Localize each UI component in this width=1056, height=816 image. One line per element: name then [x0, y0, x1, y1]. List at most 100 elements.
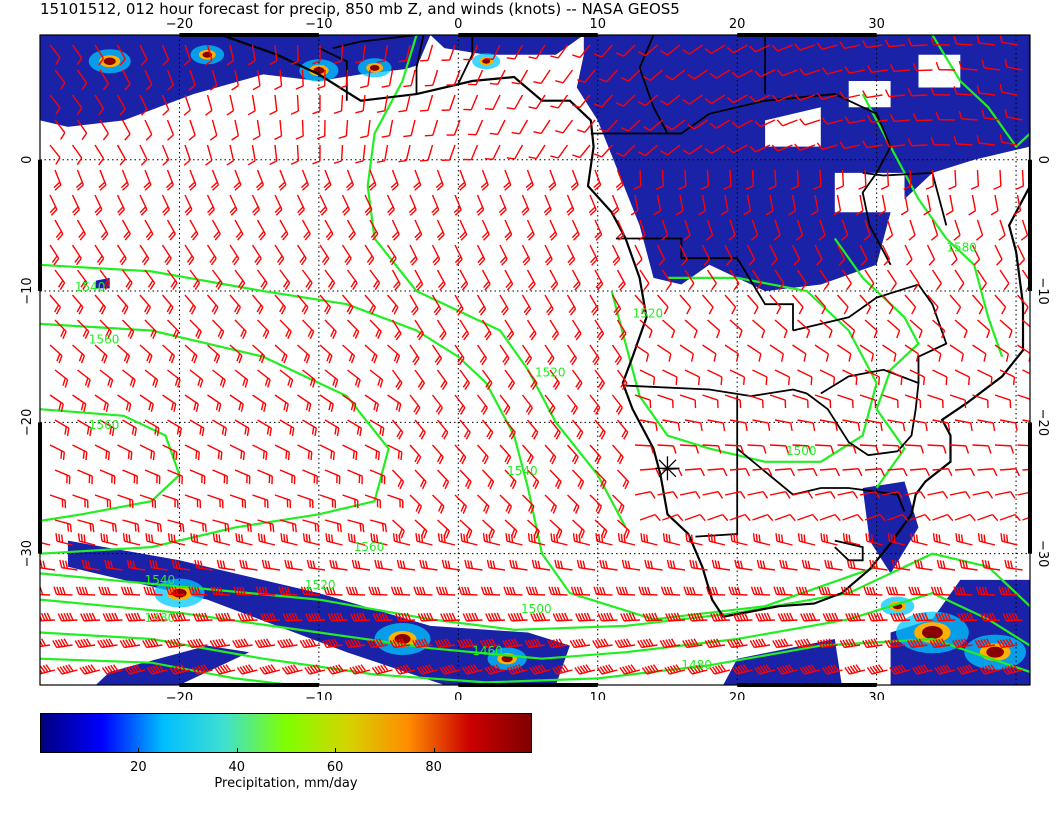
- wind-barb: [431, 194, 440, 216]
- wind-barb: [529, 664, 551, 675]
- wind-barb: [53, 586, 73, 596]
- lon-tick-bottom: 0: [454, 691, 462, 700]
- wind-barb: [229, 244, 240, 266]
- wind-barb: [660, 94, 681, 106]
- wind-barb: [882, 444, 902, 454]
- wind-barb: [862, 638, 883, 649]
- wind-barb: [212, 369, 226, 388]
- wind-barb: [499, 294, 509, 316]
- wind-barb: [814, 294, 827, 315]
- wind-barb: [589, 444, 602, 465]
- wind-barb: [724, 294, 737, 315]
- wind-barb: [1017, 491, 1030, 496]
- wind-barb: [912, 612, 933, 622]
- wind-barb: [256, 319, 270, 339]
- wind-barb: [391, 319, 402, 341]
- wind-barb: [376, 44, 389, 63]
- wind-barb: [544, 444, 557, 465]
- wind-barb: [381, 69, 394, 88]
- wind-barb: [657, 444, 677, 454]
- wind-barb: [480, 169, 489, 191]
- wind-barb: [75, 169, 85, 191]
- wind-barb: [729, 369, 746, 386]
- lat-tick-right: −20: [1035, 409, 1050, 436]
- wind-barb: [749, 44, 771, 53]
- wind-barb: [205, 44, 213, 66]
- frame-bar-top: [458, 33, 598, 37]
- wind-barb: [527, 533, 546, 546]
- wind-barb: [836, 244, 846, 266]
- wind-barb: [955, 533, 973, 546]
- country-border-1: [625, 384, 808, 398]
- wind-barb: [1002, 612, 1023, 622]
- wind-barb: [528, 44, 546, 60]
- wind-barb: [234, 419, 250, 437]
- wind-barb: [49, 44, 61, 65]
- wind-barb: [364, 194, 373, 216]
- contour-label: 1560: [354, 540, 385, 554]
- wind-barb: [749, 638, 771, 649]
- wind-barb: [859, 444, 880, 454]
- wind-barb: [350, 612, 371, 622]
- wind-barb: [369, 269, 381, 290]
- wind-barb: [302, 469, 318, 485]
- wind-barb: [544, 344, 555, 366]
- wind-barb: [859, 294, 872, 315]
- wind-barb: [594, 319, 605, 341]
- wind-barb: [459, 419, 471, 440]
- wind-barb: [349, 664, 371, 675]
- wind-barb: [684, 319, 698, 339]
- wind-barb: [706, 269, 717, 291]
- wind-barb: [206, 194, 215, 216]
- wind-barb: [184, 194, 193, 216]
- wind-barb: [391, 219, 400, 241]
- wind-barb: [94, 444, 111, 461]
- wind-barb: [94, 294, 107, 315]
- wind-barb: [189, 369, 204, 388]
- wind-barb: [949, 344, 965, 362]
- wind-barb: [237, 612, 258, 622]
- wind-barb: [594, 469, 607, 490]
- wind-barb: [364, 244, 375, 266]
- wind-barb: [864, 269, 875, 291]
- wind-barb: [638, 586, 658, 596]
- wind-barb: [771, 144, 793, 152]
- wind-barb: [724, 344, 740, 362]
- wind-barb: [412, 638, 433, 649]
- wind-barb: [211, 269, 223, 290]
- colorbar-tick-mark: [138, 748, 140, 753]
- wind-barb: [689, 559, 708, 571]
- wind-barb: [993, 169, 1002, 190]
- wind-barb: [774, 468, 795, 477]
- wind-barb: [639, 468, 660, 477]
- precip-heavy-3: [369, 64, 380, 71]
- wind-barb: [446, 119, 461, 136]
- wind-barb: [81, 559, 101, 571]
- wind-barb: [702, 344, 717, 362]
- wind-barb: [414, 369, 425, 391]
- precip-area-7: [723, 639, 842, 685]
- wind-barb: [979, 664, 1001, 675]
- wind-barb: [682, 144, 703, 155]
- wind-barb: [845, 612, 866, 622]
- wind-barb: [863, 586, 883, 596]
- wind-barb: [611, 194, 620, 216]
- wind-barb: [312, 44, 321, 65]
- wind-barb: [234, 319, 247, 339]
- wind-barb: [1020, 219, 1029, 241]
- wind-barb: [341, 244, 352, 266]
- wind-barb: [817, 638, 838, 649]
- wind-barb: [297, 394, 312, 412]
- wind-barb: [229, 294, 242, 315]
- wind-barb: [932, 369, 948, 386]
- wind-barb: [702, 444, 722, 454]
- wind-barb: [372, 612, 393, 622]
- precipitation-layer: [40, 35, 1030, 685]
- precip-area-5: [95, 645, 250, 685]
- wind-barb: [319, 494, 337, 509]
- wind-barb: [231, 69, 240, 91]
- wind-barb: [279, 469, 296, 485]
- wind-barb: [620, 69, 641, 82]
- wind-barb: [792, 490, 814, 499]
- wind-barb: [170, 612, 191, 622]
